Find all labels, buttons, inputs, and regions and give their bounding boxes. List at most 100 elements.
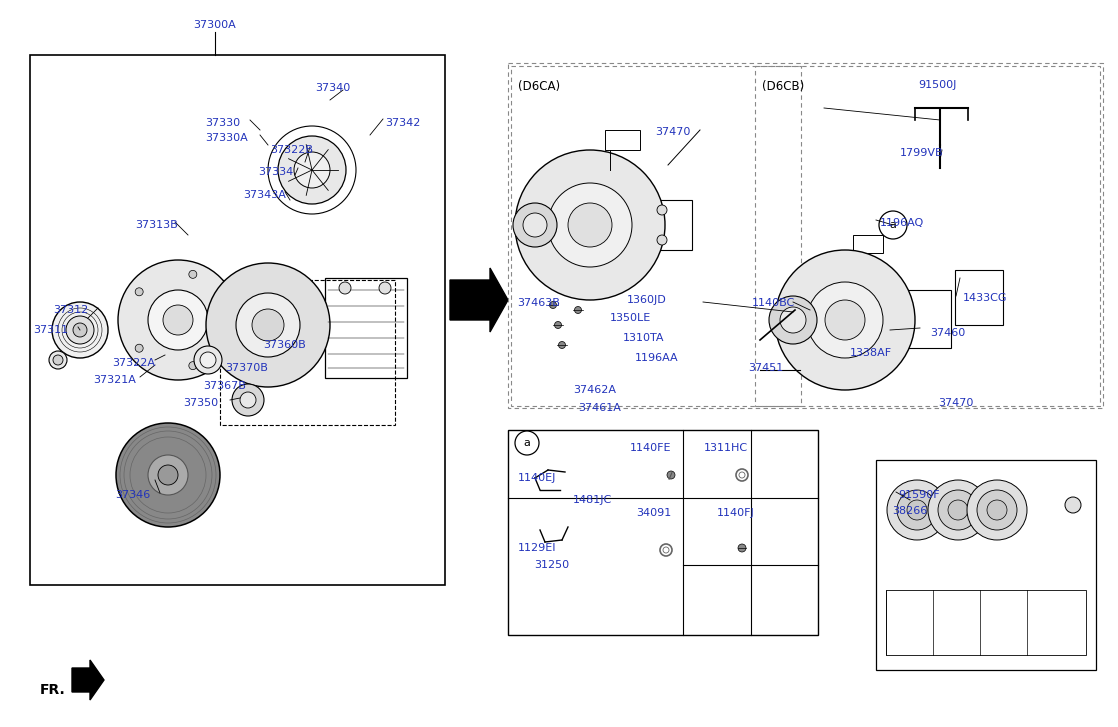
Text: 1360JD: 1360JD [627,295,666,305]
Circle shape [948,500,968,520]
Circle shape [977,490,1017,530]
Text: 1196AA: 1196AA [635,353,679,363]
Text: 37367B: 37367B [203,381,246,391]
Bar [325,278,407,378]
Text: 91590F: 91590F [898,490,939,500]
Circle shape [233,384,264,416]
Circle shape [53,355,63,365]
Circle shape [66,316,94,344]
Text: 1433CG: 1433CG [963,293,1007,303]
Circle shape [515,431,539,455]
Text: 38266: 38266 [892,506,927,516]
Circle shape [515,150,665,300]
Text: 37330A: 37330A [205,133,248,143]
Circle shape [158,465,178,485]
Text: 37322A: 37322A [112,358,155,368]
Circle shape [559,342,566,348]
Circle shape [379,282,391,294]
Polygon shape [451,268,508,332]
Circle shape [163,305,193,335]
Circle shape [928,480,988,540]
Text: 37334: 37334 [258,167,293,177]
Text: 34091: 34091 [636,508,671,518]
Text: 37350: 37350 [183,398,218,408]
Text: 37346: 37346 [115,490,150,500]
Text: 1129EI: 1129EI [518,543,557,553]
Text: a: a [523,438,530,448]
Text: 1799VB: 1799VB [900,148,944,158]
Circle shape [200,352,216,368]
Circle shape [189,270,197,278]
Circle shape [116,423,220,527]
Circle shape [879,211,907,239]
Text: 37451: 37451 [748,363,784,373]
Text: 1140FJ: 1140FJ [717,508,755,518]
Circle shape [206,263,330,387]
Text: (D6CB): (D6CB) [762,80,804,93]
Text: 37343A: 37343A [243,190,286,200]
Circle shape [550,302,557,308]
Text: 1338AF: 1338AF [850,348,892,358]
Circle shape [148,290,208,350]
Text: 1310TA: 1310TA [623,333,664,343]
Circle shape [49,351,67,369]
Bar [508,63,1103,408]
Circle shape [807,282,883,358]
Bar [755,66,1100,406]
Text: FR.: FR. [40,683,66,697]
Circle shape [987,500,1007,520]
Circle shape [278,136,345,204]
Circle shape [294,152,330,188]
Text: 1140BC: 1140BC [752,298,795,308]
Text: 1481JC: 1481JC [574,495,613,505]
Circle shape [135,288,143,296]
Bar [605,130,639,150]
Circle shape [967,480,1027,540]
Circle shape [148,455,188,495]
Circle shape [938,490,978,530]
Bar [511,66,800,406]
Text: a: a [890,220,897,230]
Bar [853,235,883,253]
Text: 1196AQ: 1196AQ [880,218,925,228]
Circle shape [73,323,87,337]
Text: 37470: 37470 [655,127,691,137]
Text: 1140EJ: 1140EJ [518,473,557,483]
Circle shape [513,203,557,247]
Text: 37322B: 37322B [271,145,313,155]
Circle shape [240,392,256,408]
Circle shape [135,344,143,352]
Bar [650,200,692,250]
Circle shape [189,361,197,369]
Bar [885,590,1086,655]
Circle shape [657,235,667,245]
Circle shape [769,296,817,344]
Polygon shape [72,660,104,700]
Bar [877,460,1096,670]
Circle shape [575,307,581,313]
Circle shape [897,490,937,530]
Bar [955,270,1003,325]
Circle shape [222,316,230,324]
Text: 37462A: 37462A [574,385,616,395]
Text: 31250: 31250 [534,560,569,570]
Text: 37460: 37460 [930,328,965,338]
Circle shape [775,250,915,390]
Circle shape [667,471,675,479]
Bar [903,290,951,348]
Text: 37311: 37311 [34,325,68,335]
Text: 91500J: 91500J [918,80,956,90]
Text: 37470: 37470 [938,398,974,408]
Circle shape [119,260,238,380]
Circle shape [568,203,612,247]
Circle shape [887,480,947,540]
Circle shape [907,500,927,520]
Text: (D6CA): (D6CA) [518,80,560,93]
Circle shape [339,282,351,294]
Circle shape [555,321,561,329]
Text: 1140FE: 1140FE [631,443,672,453]
Text: 37300A: 37300A [193,20,236,30]
Text: 37312: 37312 [53,305,88,315]
Text: 1350LE: 1350LE [610,313,652,323]
Bar [508,430,818,635]
